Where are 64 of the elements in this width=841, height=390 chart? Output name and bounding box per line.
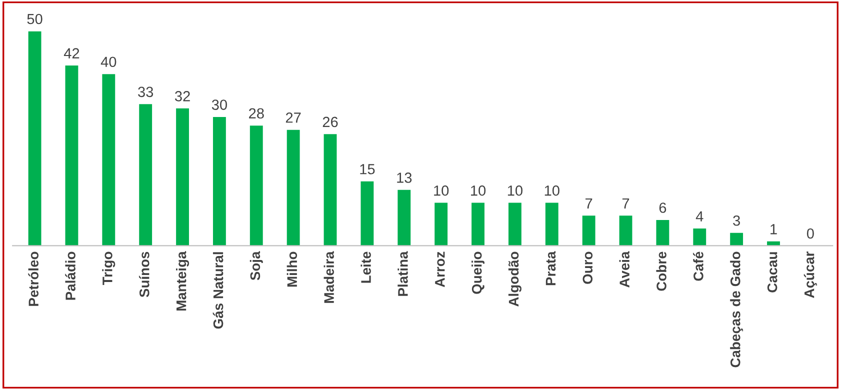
x-tick-label: Café: [693, 252, 704, 281]
x-tick-label: Algodão: [508, 252, 522, 306]
x-tick-label: Soja: [250, 251, 263, 280]
data-label: 40: [100, 56, 116, 68]
x-tick-label: Aveia: [619, 251, 630, 288]
bar: [176, 108, 189, 246]
data-label: 10: [544, 185, 560, 196]
bar: [102, 74, 116, 246]
bar: [324, 134, 337, 246]
data-label: 32: [174, 91, 190, 102]
bar: [250, 126, 263, 246]
x-tick-label: Madeira: [324, 251, 334, 303]
x-tick-label: Milho: [286, 252, 298, 287]
bar: [730, 232, 744, 246]
bar: [398, 190, 411, 246]
x-tick-label: Cobre: [656, 252, 666, 291]
data-label: 13: [397, 172, 412, 183]
bar: [508, 202, 522, 246]
data-label: 10: [434, 185, 449, 196]
bar: [472, 202, 484, 246]
x-tick-label: Suínos: [138, 252, 150, 298]
data-label: 15: [360, 164, 375, 174]
data-label: 6: [659, 202, 666, 213]
x-tick-label: Prata: [546, 251, 556, 286]
x-tick-label: Arroz: [435, 252, 445, 288]
bar: [65, 66, 78, 246]
x-tick-label: Trigo: [102, 252, 116, 286]
bar: [656, 220, 670, 246]
data-label: 10: [508, 185, 522, 196]
x-tick-label: Platina: [398, 251, 408, 296]
bar: [286, 130, 300, 246]
data-label: 42: [64, 48, 80, 58]
x-tick-label: Paládio: [65, 252, 76, 300]
data-label: 28: [249, 108, 264, 119]
x-tick-label: Açúcar: [804, 251, 817, 298]
data-label: 1: [770, 224, 777, 234]
bar: [582, 216, 596, 246]
data-label: 50: [27, 14, 42, 24]
data-label: 27: [286, 112, 301, 123]
bar: [545, 202, 558, 246]
x-tick-label: Petróleo: [28, 252, 39, 306]
bar: [139, 104, 152, 246]
data-label: 33: [138, 86, 154, 98]
data-label: 3: [733, 215, 740, 226]
data-label: 26: [322, 116, 338, 128]
data-label: 10: [471, 185, 486, 196]
x-tick-label: Leite: [360, 252, 371, 283]
bar: [693, 228, 706, 246]
x-tick-label: Manteiga: [176, 251, 190, 311]
data-label: 0: [806, 228, 814, 239]
bar: [360, 181, 374, 246]
bar: [434, 202, 448, 246]
bar: [28, 31, 42, 246]
x-tick-label: Gás Natural: [212, 252, 224, 329]
data-label: 7: [622, 198, 630, 208]
x-tick-label: Cabeças de Gado: [730, 252, 744, 368]
data-label: 7: [586, 198, 592, 208]
data-label: 30: [212, 100, 227, 110]
x-tick-label: Cacau: [767, 252, 778, 292]
data-label: 4: [696, 211, 704, 222]
bar: [212, 117, 226, 246]
bar: [619, 216, 632, 246]
x-tick-label: Queijo: [472, 252, 484, 294]
x-tick-label: Ouro: [582, 252, 593, 284]
